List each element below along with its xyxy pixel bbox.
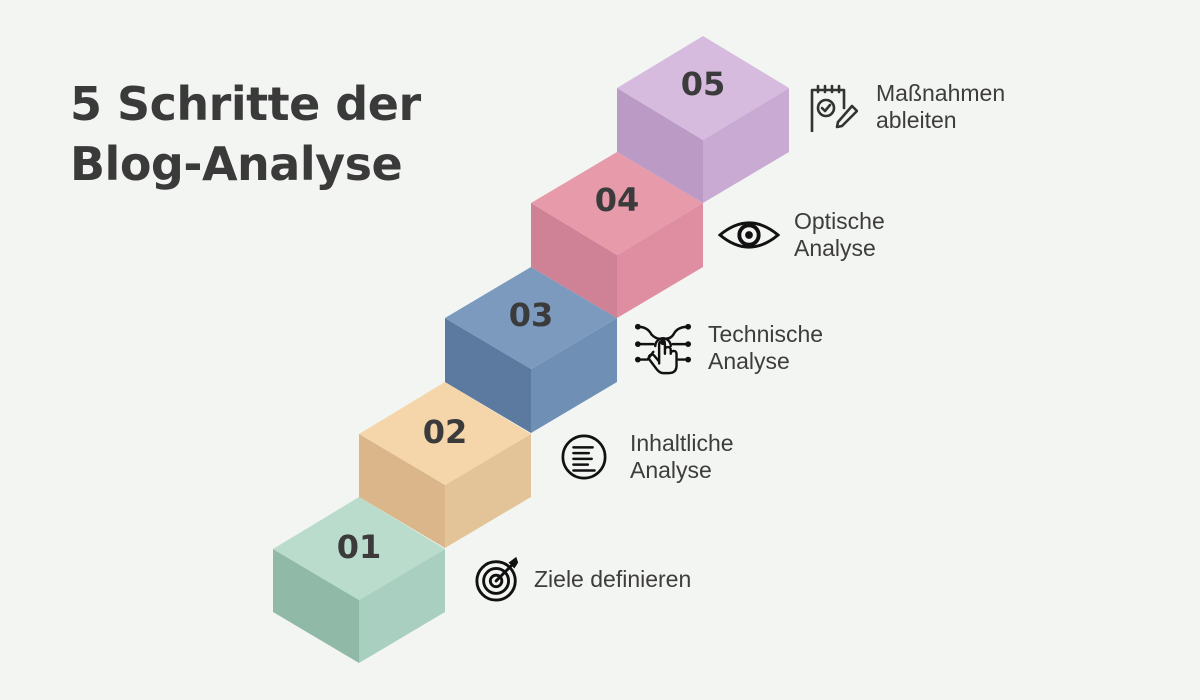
eye-icon bbox=[718, 221, 780, 249]
step-label-04: Optische Analyse bbox=[718, 208, 885, 262]
label-line-1: Inhaltliche bbox=[630, 430, 734, 456]
cube-right-face bbox=[617, 203, 703, 318]
target-icon bbox=[475, 556, 519, 602]
step-number: 05 bbox=[681, 65, 726, 103]
step-number: 04 bbox=[595, 181, 640, 219]
checklist-pencil-icon bbox=[810, 84, 858, 132]
label-line-1: Optische bbox=[794, 208, 885, 234]
step-label-03: Technische Analyse bbox=[634, 320, 823, 376]
cube-left-face bbox=[273, 549, 359, 663]
label-line-2: Analyse bbox=[794, 235, 876, 261]
text-lines-icon bbox=[561, 434, 607, 480]
cube-top-face bbox=[359, 382, 531, 485]
cube-top-face bbox=[617, 36, 789, 140]
step-cube-02: 02 bbox=[359, 382, 531, 548]
step-cube-01: 01 bbox=[273, 497, 445, 663]
cube-left-face bbox=[531, 203, 617, 318]
label-line-1: Ziele definieren bbox=[534, 565, 692, 592]
step-label-01: Ziele definieren bbox=[474, 555, 691, 603]
title-line-2: Blog-Analyse bbox=[70, 137, 403, 191]
step-label-05: Maßnahmen ableiten bbox=[808, 80, 1005, 134]
label-line-2: Analyse bbox=[630, 457, 712, 483]
step-number: 02 bbox=[423, 413, 468, 451]
title-line-1: 5 Schritte der bbox=[70, 77, 421, 131]
cube-right-face bbox=[703, 88, 789, 203]
step-cube-04: 04 bbox=[531, 152, 703, 318]
step-number: 03 bbox=[509, 296, 554, 334]
step-label-02: Inhaltliche Analyse bbox=[560, 430, 734, 484]
label-line-1: Maßnahmen bbox=[876, 80, 1006, 106]
step-cube-03: 03 bbox=[445, 267, 617, 433]
cube-left-face bbox=[445, 318, 531, 433]
page-title: 5 Schritte der Blog-Analyse bbox=[70, 74, 421, 194]
label-line-1: Technische bbox=[708, 321, 824, 347]
cube-left-face bbox=[359, 434, 445, 548]
cube-right-face bbox=[531, 318, 617, 433]
cube-right-face bbox=[445, 434, 531, 548]
touch-network-icon bbox=[634, 323, 692, 375]
step-cube-05: 05 bbox=[617, 36, 789, 203]
cube-left-face bbox=[617, 88, 703, 203]
cube-right-face bbox=[359, 549, 445, 663]
step-number: 01 bbox=[337, 528, 382, 566]
cube-top-face bbox=[273, 497, 445, 600]
cube-top-face bbox=[531, 152, 703, 255]
label-line-2: Analyse bbox=[708, 348, 790, 374]
label-line-2: ableiten bbox=[876, 107, 957, 133]
